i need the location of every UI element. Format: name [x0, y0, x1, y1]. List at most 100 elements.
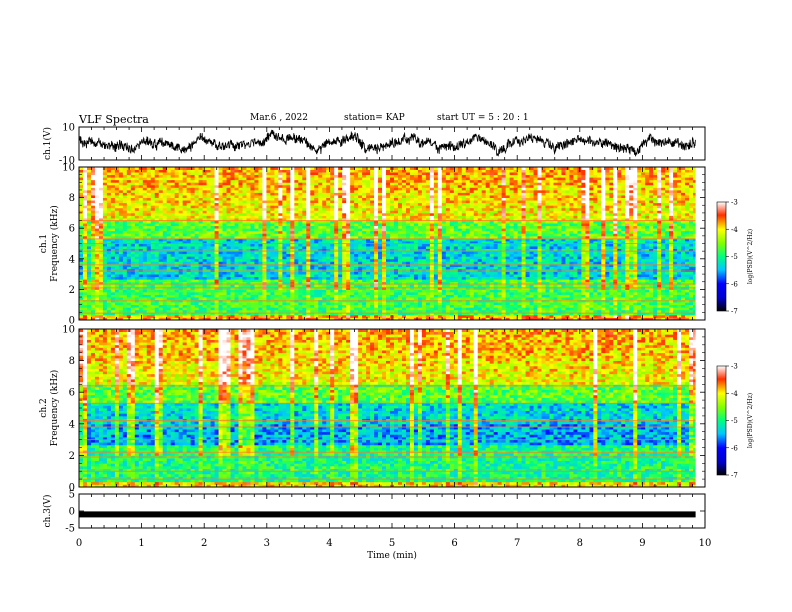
- heatmap-cell: [597, 266, 602, 270]
- heatmap-cell: [601, 281, 606, 285]
- heatmap-cell: [278, 243, 283, 247]
- heatmap-cell: [222, 253, 227, 257]
- heatmap-cell: [417, 238, 423, 242]
- heatmap-cell: [605, 240, 610, 244]
- heatmap-cell: [218, 248, 223, 252]
- heatmap-cell: [445, 307, 451, 311]
- heatmap-cell: [549, 284, 554, 288]
- heatmap-cell: [609, 261, 614, 265]
- heatmap-cell: [162, 238, 168, 242]
- heatmap-cell: [529, 243, 534, 247]
- heatmap-cell: [150, 307, 156, 311]
- heatmap-cell: [386, 269, 391, 272]
- heatmap-cell: [314, 258, 319, 262]
- heatmap-cell: [126, 279, 132, 283]
- heatmap-cell: [310, 314, 315, 318]
- heatmap-cell: [645, 253, 650, 257]
- heatmap-cell: [445, 309, 451, 313]
- heatmap-cell: [649, 256, 654, 260]
- heatmap-cell: [378, 238, 383, 242]
- heatmap-cell: [186, 289, 192, 293]
- heatmap-cell: [553, 276, 558, 280]
- heatmap-cell: [657, 269, 662, 272]
- heatmap-cell: [170, 251, 176, 255]
- heatmap-cell: [617, 279, 622, 283]
- heatmap-cell: [330, 240, 335, 244]
- heatmap-cell: [318, 238, 323, 242]
- heatmap-cell: [194, 266, 200, 270]
- heatmap-cell: [529, 256, 534, 260]
- heatmap-cell: [150, 312, 156, 316]
- heatmap-cell: [210, 297, 215, 300]
- heatmap-cell: [390, 291, 395, 295]
- heatmap-cell: [94, 238, 100, 242]
- heatmap-cell: [162, 309, 168, 313]
- heatmap-cell: [525, 240, 530, 244]
- heatmap-cell: [489, 269, 495, 272]
- heatmap-cell: [90, 289, 96, 293]
- heatmap-cell: [334, 284, 339, 288]
- heatmap-cell: [390, 243, 395, 247]
- heatmap-cell: [174, 294, 180, 298]
- heatmap-cell: [609, 258, 614, 262]
- heatmap-cell: [86, 246, 92, 249]
- heatmap-cell: [206, 266, 211, 270]
- heatmap-cell: [330, 246, 335, 249]
- heatmap-cell: [609, 297, 614, 300]
- heatmap-cell: [657, 314, 662, 318]
- heatmap-cell: [174, 279, 180, 283]
- heatmap-cell: [102, 266, 108, 270]
- heatmap-cell: [517, 243, 522, 247]
- heatmap-cell: [509, 266, 515, 270]
- heatmap-cell: [198, 309, 204, 313]
- heatmap-cell: [609, 279, 614, 283]
- heatmap-cell: [629, 274, 634, 278]
- heatmap-cell: [501, 304, 507, 308]
- heatmap-cell: [549, 271, 554, 275]
- heatmap-cell: [453, 289, 459, 293]
- heatmap-cell: [665, 289, 670, 293]
- heatmap-cell: [613, 304, 618, 308]
- heatmap-cell: [322, 251, 327, 255]
- heatmap-cell: [449, 294, 455, 298]
- heatmap-cell: [166, 256, 172, 260]
- heatmap-cell: [473, 279, 479, 283]
- heatmap-cell: [581, 261, 586, 265]
- heatmap-cell: [661, 240, 666, 244]
- heatmap-cell: [545, 307, 550, 311]
- heatmap-cell: [190, 317, 196, 321]
- start-ut-label: start UT = 5 : 20 : 1: [437, 113, 529, 123]
- heatmap-cell: [162, 307, 168, 311]
- heatmap-cell: [461, 279, 467, 283]
- heatmap-cell: [521, 291, 526, 295]
- heatmap-cell: [465, 309, 471, 313]
- heatmap-cell: [541, 314, 546, 318]
- heatmap-cell: [234, 307, 239, 311]
- heatmap-cell: [505, 238, 511, 242]
- heatmap-cell: [493, 291, 499, 295]
- heatmap-cell: [421, 289, 427, 293]
- heatmap-cell: [469, 307, 475, 311]
- heatmap-cell: [589, 294, 594, 298]
- heatmap-cell: [254, 271, 259, 275]
- heatmap-cell: [282, 291, 287, 295]
- heatmap-cell: [310, 307, 315, 311]
- heatmap-cell: [425, 251, 431, 255]
- heatmap-cell: [425, 281, 431, 285]
- heatmap-cell: [401, 274, 407, 278]
- heatmap-cell: [513, 312, 518, 316]
- heatmap-cell: [485, 243, 491, 247]
- heatmap-cell: [358, 261, 363, 265]
- heatmap-cell: [262, 261, 267, 265]
- heatmap-cell: [481, 269, 487, 272]
- heatmap-cell: [605, 312, 610, 316]
- heatmap-cell: [266, 312, 271, 316]
- heatmap-cell: [150, 251, 156, 255]
- heatmap-cell: [673, 256, 678, 260]
- heatmap-cell: [318, 304, 323, 308]
- heatmap-cell: [649, 261, 654, 265]
- heatmap-cell: [409, 289, 415, 293]
- heatmap-cell: [537, 304, 542, 308]
- heatmap-cell: [102, 294, 108, 298]
- heatmap-cell: [198, 246, 204, 249]
